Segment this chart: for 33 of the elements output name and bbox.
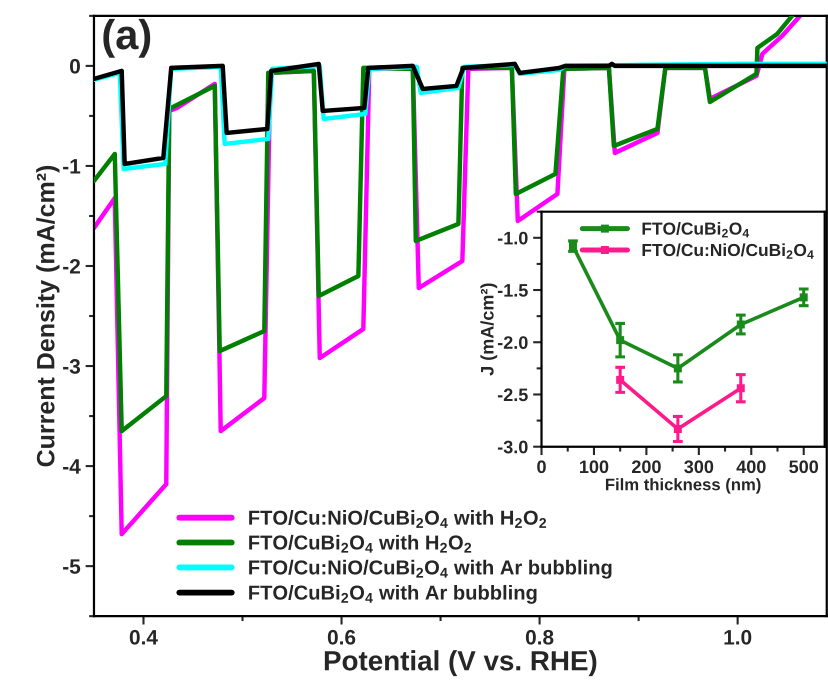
y-tick-label: -5 bbox=[63, 559, 80, 574]
x-tick-label: 400 bbox=[736, 460, 766, 474]
y-tick-label: -1.0 bbox=[498, 232, 528, 245]
legend-label: FTO/CuBi$_{2}$O$_{4}$ with Ar bubbling bbox=[249, 584, 537, 604]
y-axis-title: J (mA/cm²) bbox=[480, 283, 498, 376]
annotation: (a) bbox=[103, 18, 150, 58]
x-tick-label: 300 bbox=[684, 460, 714, 474]
x-tick-label: 100 bbox=[580, 460, 608, 474]
x-axis-title: Potential (V vs. RHE) bbox=[324, 650, 596, 676]
y-tick-label: -2.5 bbox=[498, 388, 528, 402]
y-tick-label: -4 bbox=[63, 459, 81, 474]
y-tick-label: -2 bbox=[63, 258, 80, 274]
line-series bbox=[94, 16, 794, 434]
legend-label: FTO/Cu:NiO/CuBi$_{2}$O$_{4}$ bbox=[642, 243, 814, 259]
legend-label: FTO/Cu:NiO/CuBi$_{2}$O$_{4}$ with H$_{2}$O$_{2}$ bbox=[249, 510, 546, 528]
y-axis-title: Current Density (mA/cm²) bbox=[36, 166, 60, 466]
legend-label: FTO/Cu:NiO/CuBi$_{2}$O$_{4}$ with Ar bubbling bbox=[249, 560, 612, 579]
y-tick-label: -1 bbox=[63, 159, 80, 174]
y-tick-label: -1.5 bbox=[498, 284, 528, 297]
x-tick-label: 0.6 bbox=[328, 630, 356, 645]
y-tick-label: 0 bbox=[70, 58, 80, 74]
x-tick-label: 500 bbox=[789, 460, 818, 474]
legend-label: FTO/CuBi$_{2}$O$_{4}$ with H$_{2}$O$_{2}$ bbox=[249, 534, 472, 553]
x-tick-label: 0.8 bbox=[526, 630, 554, 645]
x-axis-title: Film thickness (nm) bbox=[606, 478, 761, 494]
x-tick-label: 0 bbox=[537, 460, 546, 474]
legend-label: FTO/CuBi$_{2}$O$_{4}$ bbox=[642, 222, 750, 238]
y-tick-label: -2.0 bbox=[498, 336, 528, 349]
x-tick-label: 200 bbox=[632, 460, 661, 474]
x-tick-label: 1.0 bbox=[724, 630, 752, 645]
y-tick-label: -3.0 bbox=[498, 440, 528, 454]
x-tick-label: 0.4 bbox=[130, 630, 158, 645]
y-tick-label: -3 bbox=[63, 359, 80, 374]
